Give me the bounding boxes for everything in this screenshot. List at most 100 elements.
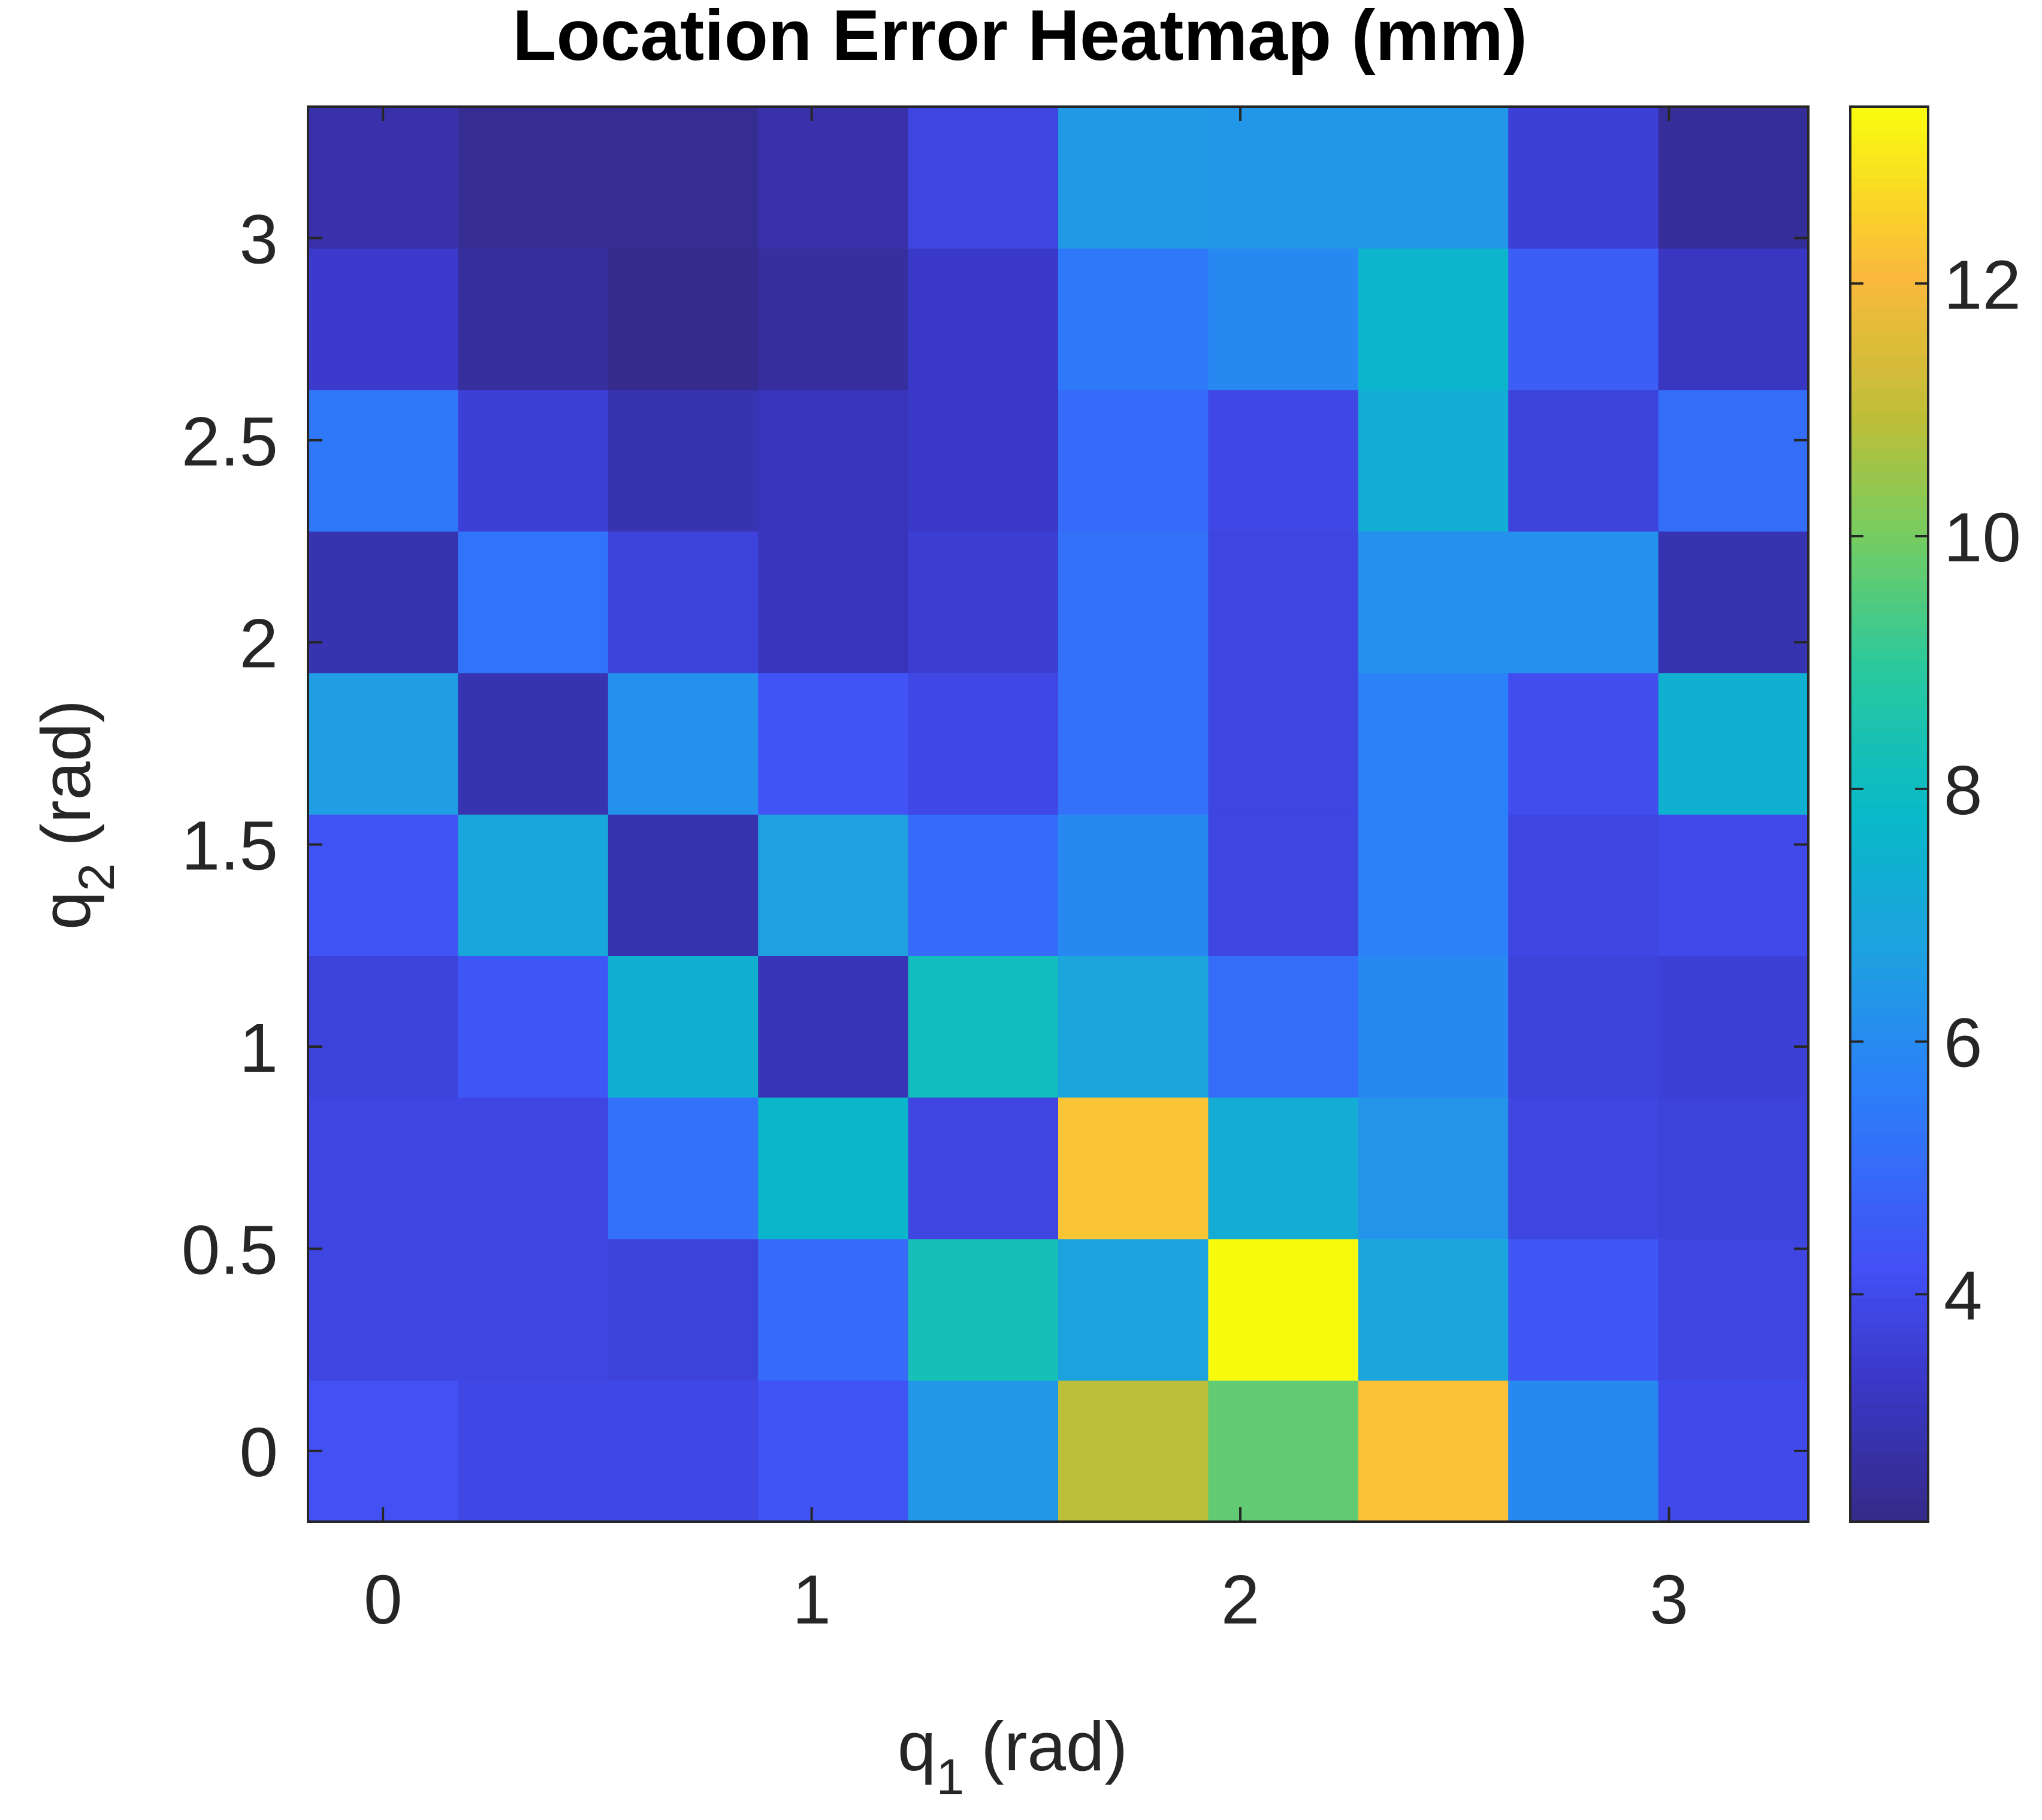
colorbar-segment — [1850, 578, 1928, 591]
colorbar-segment — [1850, 236, 1928, 249]
colorbar-segment — [1850, 142, 1928, 155]
colorbar-segment — [1850, 1014, 1928, 1027]
heatmap-cell — [1208, 1097, 1359, 1239]
colorbar-segment — [1850, 731, 1928, 744]
x-tick-label: 3 — [1650, 1561, 1688, 1638]
colorbar-segment — [1850, 1168, 1928, 1180]
heatmap-cell — [308, 248, 459, 391]
colorbar-segment — [1850, 1156, 1928, 1169]
colorbar-segment — [1850, 778, 1928, 791]
colorbar-segment — [1850, 637, 1928, 650]
colorbar-segment — [1850, 224, 1928, 237]
colorbar-segment — [1850, 1180, 1928, 1192]
colorbar-segment — [1850, 1309, 1928, 1322]
colorbar-segment — [1850, 472, 1928, 485]
colorbar-segment — [1850, 425, 1928, 437]
heatmap-cell — [608, 531, 759, 673]
heatmap-cell — [1058, 1380, 1209, 1522]
colorbar-segment — [1850, 319, 1928, 331]
colorbar-segment — [1850, 495, 1928, 509]
heatmap-cell — [1358, 1380, 1509, 1522]
axes: 0 1 2 3 0 0.5 1 1.5 2 2.5 3 — [182, 105, 1810, 1638]
colorbar-segment — [1850, 401, 1928, 414]
heatmap-cell — [758, 1238, 909, 1381]
colorbar-segment — [1850, 1050, 1928, 1063]
colorbar-segment — [1850, 295, 1928, 308]
colorbar-segment — [1850, 271, 1928, 285]
colorbar-segment — [1850, 130, 1928, 143]
heatmap-cell — [458, 956, 609, 1098]
heatmap-cell — [608, 248, 759, 391]
heatmap-cell — [1508, 814, 1659, 956]
heatmap-cell — [908, 672, 1059, 815]
colorbar-segment — [1850, 1250, 1928, 1263]
heatmap-cell — [1658, 1238, 1809, 1381]
colorbar-segment — [1850, 908, 1928, 921]
colorbar-segment — [1850, 684, 1928, 697]
colorbar-segment — [1850, 838, 1928, 850]
colorbar-segment — [1850, 1415, 1928, 1428]
chart-title: Location Error Heatmap (mm) — [512, 0, 1527, 75]
heatmap-cell — [608, 389, 759, 532]
colorbar-segment — [1850, 1274, 1928, 1287]
heatmap-cell — [758, 1097, 909, 1239]
colorbar-segment — [1850, 248, 1928, 261]
colorbar-segment — [1850, 354, 1928, 367]
colorbar-segment — [1850, 672, 1928, 685]
colorbar-frame — [1849, 105, 1929, 1523]
heatmap-cell — [308, 956, 459, 1098]
colorbar-segment — [1850, 696, 1928, 709]
heatmap-cell — [308, 389, 459, 532]
heatmap-cell — [908, 531, 1059, 673]
colorbar-segment — [1850, 1498, 1928, 1511]
y-tick-label: 2.5 — [182, 403, 278, 480]
heatmap-cell — [1208, 531, 1359, 673]
heatmap-cell — [1058, 107, 1209, 249]
heatmap-cell — [1358, 389, 1509, 532]
colorbar-segment — [1850, 483, 1928, 497]
colorbar-segment — [1850, 613, 1928, 626]
colorbar-segment — [1850, 1404, 1928, 1416]
heatmap-cell — [608, 1238, 759, 1381]
heatmap-cell — [758, 672, 909, 815]
heatmap-cell — [1508, 1380, 1659, 1522]
heatmap-cell — [1208, 814, 1359, 956]
colorbar-segment — [1850, 330, 1928, 343]
heatmap-cell — [1658, 1380, 1809, 1522]
heatmap-cell — [608, 814, 759, 956]
colorbar-segment — [1850, 413, 1928, 426]
x-tick-label: 1 — [792, 1561, 831, 1638]
colorbar-segment — [1850, 920, 1928, 933]
heatmap-cell — [1508, 1238, 1659, 1381]
y-tick-label: 0.5 — [182, 1211, 278, 1289]
heatmap-cell — [458, 814, 609, 956]
colorbar-segment — [1850, 1474, 1928, 1487]
heatmap-cell — [908, 1097, 1059, 1239]
heatmap-cell — [458, 1380, 609, 1522]
heatmap-cell — [1508, 956, 1659, 1098]
colorbar-segment — [1850, 967, 1928, 980]
heatmap-cell — [908, 1380, 1059, 1522]
heatmap-cell — [908, 107, 1059, 249]
heatmap-cell — [1658, 956, 1809, 1098]
y-tick-label: 2 — [239, 604, 278, 682]
heatmap-cell — [1358, 1238, 1509, 1381]
heatmap-cell — [1658, 1097, 1809, 1239]
colorbar-segment — [1850, 201, 1928, 213]
heatmap-cell — [1058, 814, 1209, 956]
colorbar-segment — [1850, 1097, 1928, 1109]
heatmap-cell — [608, 1097, 759, 1239]
heatmap-cell — [758, 389, 909, 532]
colorbar-segment — [1850, 189, 1928, 202]
colorbar-segment — [1850, 708, 1928, 721]
heatmap-cell — [308, 1238, 459, 1381]
colorbar-segment — [1850, 755, 1928, 768]
colorbar-segment — [1850, 1286, 1928, 1298]
colorbar-segment — [1850, 1191, 1928, 1204]
heatmap-cell — [308, 672, 459, 815]
heatmap-cell — [1208, 107, 1359, 249]
colorbar-segment — [1850, 165, 1928, 178]
heatmap-cell — [758, 531, 909, 673]
colorbar-segment — [1850, 802, 1928, 815]
y-tick-label: 0 — [239, 1413, 278, 1491]
